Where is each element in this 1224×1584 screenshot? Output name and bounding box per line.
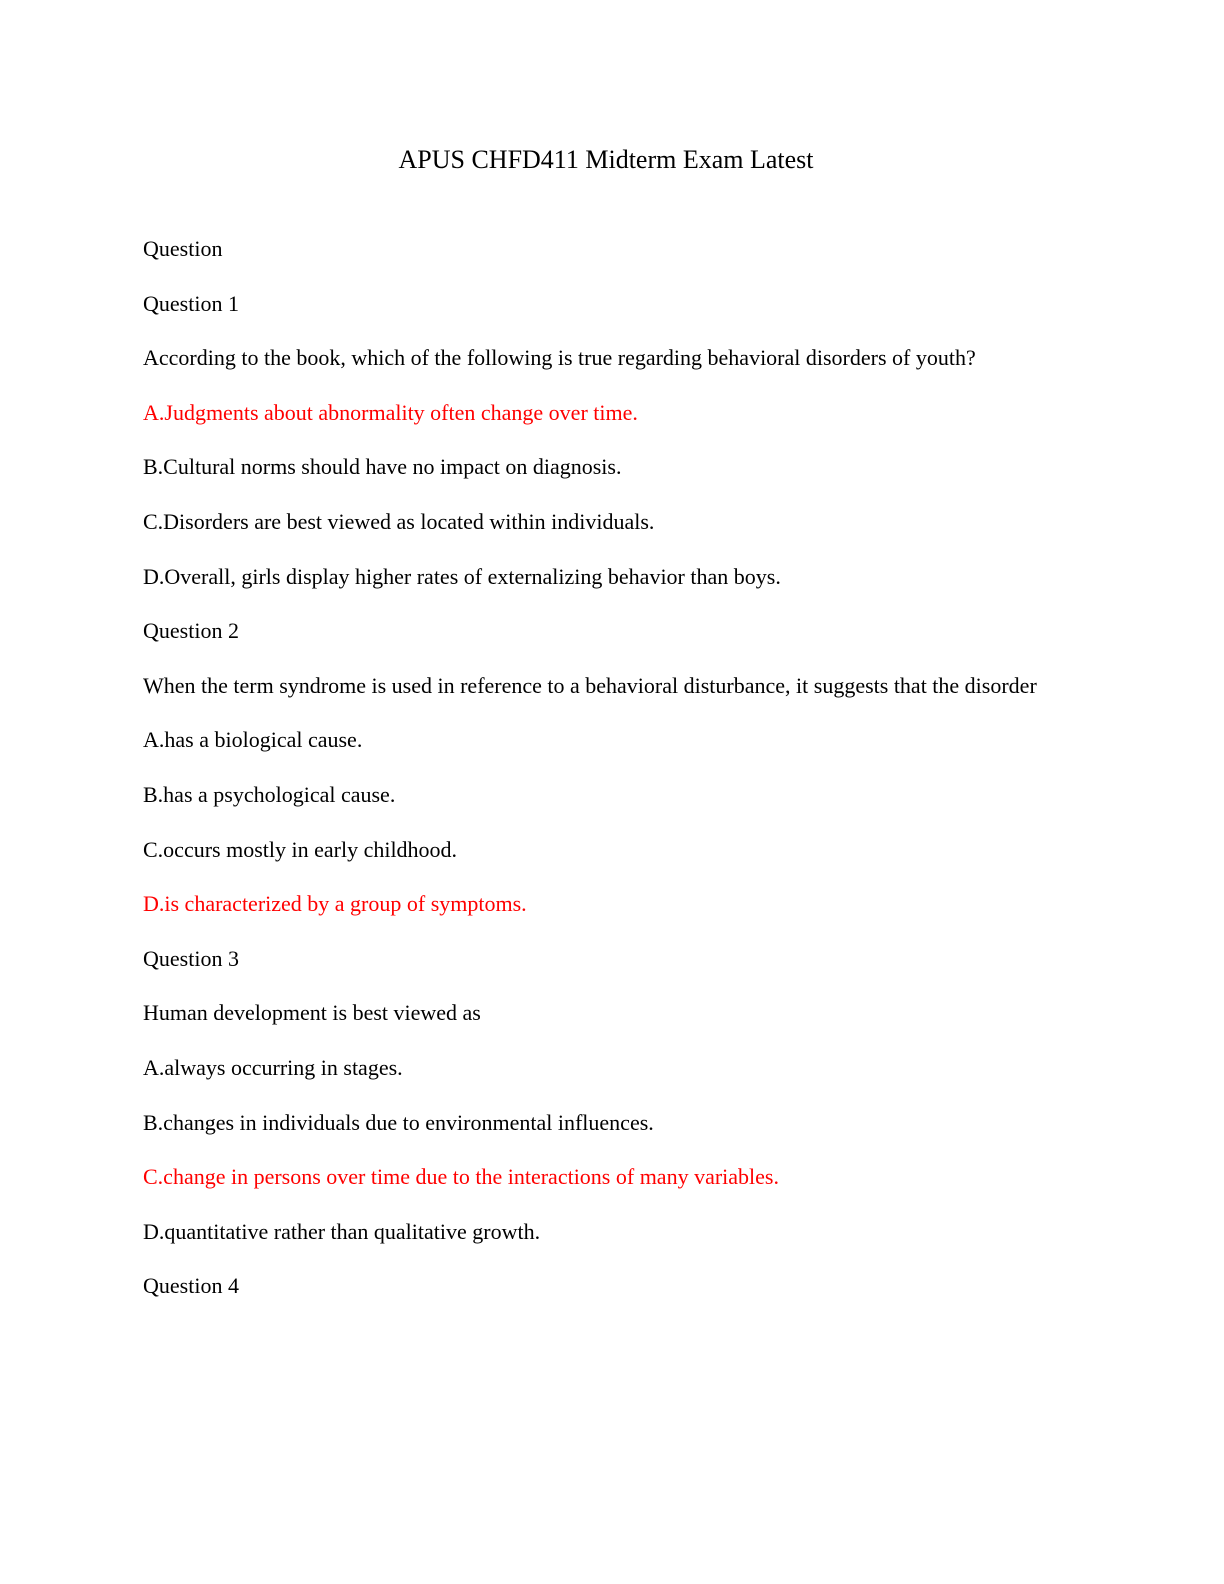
answer-option: A.has a biological cause. xyxy=(143,727,363,753)
answer-option: D.Overall, girls display higher rates of… xyxy=(143,563,781,589)
question-label: Question 1 xyxy=(143,290,239,316)
question-label: Question 3 xyxy=(143,945,239,971)
section-heading: Question xyxy=(143,236,223,261)
answer-option: B.changes in individuals due to environm… xyxy=(143,1109,654,1135)
answer-option: C.change in persons over time due to the… xyxy=(143,1164,779,1190)
question-text: When the term syndrome is used in refere… xyxy=(143,672,1037,698)
answer-option: A.Judgments about abnormality often chan… xyxy=(143,399,638,425)
answer-option: A.always occurring in stages. xyxy=(143,1054,403,1080)
question-text: According to the book, which of the foll… xyxy=(143,345,976,371)
document-title: APUS CHFD411 Midterm Exam Latest xyxy=(398,145,814,174)
content: Question Question 1 According to the book… xyxy=(143,222,1063,1314)
answer-option: C.occurs mostly in early childhood. xyxy=(143,836,458,862)
answer-option: B.has a psychological cause. xyxy=(143,781,396,807)
answer-option: D.is characterized by a group of symptom… xyxy=(143,891,527,917)
question-label: Question 2 xyxy=(143,618,239,644)
question-label: Question 4 xyxy=(143,1273,239,1299)
answer-option: B.Cultural norms should have no impact o… xyxy=(143,454,622,480)
question-text: Human development is best viewed as xyxy=(143,1000,481,1026)
answer-option: C.Disorders are best viewed as located w… xyxy=(143,508,655,534)
answer-option: D.quantitative rather than qualitative g… xyxy=(143,1218,541,1244)
